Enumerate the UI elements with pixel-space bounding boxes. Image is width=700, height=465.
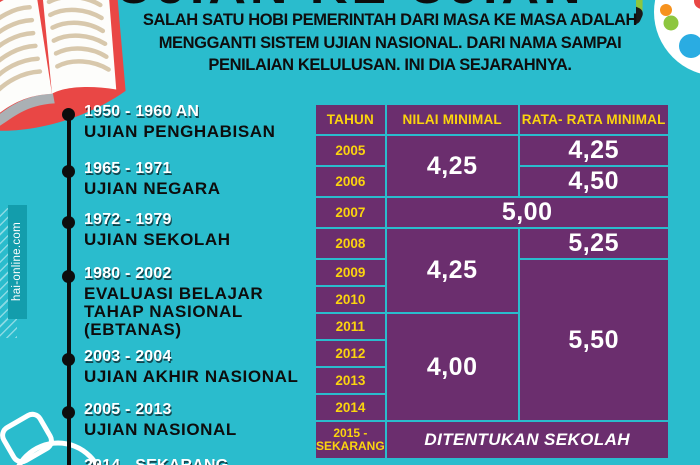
table-row: 2014 xyxy=(314,393,669,422)
palette-dot-green xyxy=(663,15,679,31)
timeline-item: 2014 - SEKARANG xyxy=(84,457,302,465)
value-cell: DITENTUKAN SEKOLAH xyxy=(384,420,670,460)
palette-dot-red xyxy=(694,0,700,9)
table-row: 2005 4,25 4,25 xyxy=(314,134,670,198)
value-cell: 5,50 xyxy=(517,258,670,422)
timeline-item: 2003 - 2004 UJIAN AKHIR NASIONAL xyxy=(84,348,302,386)
table-header-row: TAHUN NILAI MINIMAL RATA- RATA MINIMAL xyxy=(314,103,670,136)
timeline-item: 1980 - 2002 EVALUASI BELAJAR TAHAP NASIO… xyxy=(84,265,284,339)
table-row: 2013 xyxy=(314,366,669,395)
timeline-dot xyxy=(62,216,75,229)
timeline-name: UJIAN NASIONAL xyxy=(84,420,237,439)
table-row: 2012 xyxy=(314,339,669,368)
palette-dot-orange xyxy=(660,4,672,16)
timeline-item: 1965 - 1971 UJIAN NEGARA xyxy=(84,160,302,198)
timeline-years: 1965 - 1971 xyxy=(84,160,172,177)
timeline-years: 1972 - 1979 xyxy=(84,211,172,228)
value-cell: 4,25 xyxy=(517,134,670,167)
year-cell: 2011 xyxy=(314,312,387,341)
value-cell: 4,50 xyxy=(517,165,670,198)
value-cell: 5,25 xyxy=(517,227,670,260)
table-row: 2011 4,00 xyxy=(314,312,669,422)
exam-score-table: TAHUN NILAI MINIMAL RATA- RATA MINIMAL 2… xyxy=(314,103,670,460)
value-cell: 4,25 xyxy=(384,134,520,198)
timeline-name: UJIAN NEGARA xyxy=(84,179,221,198)
timeline-dot xyxy=(62,406,75,419)
header-tahun: TAHUN xyxy=(314,103,387,136)
timeline-name: UJIAN PENGHABISAN xyxy=(84,122,276,141)
year-line-2: SEKARANG xyxy=(316,439,385,453)
paint-palette-illustration xyxy=(636,0,700,74)
year-cell: 2013 xyxy=(314,366,387,395)
intro-line-2: MENGGANTI SISTEM UJIAN NASIONAL. DARI NA… xyxy=(158,33,622,52)
year-cell: 2010 xyxy=(314,285,387,314)
open-book-illustration xyxy=(0,0,126,131)
year-cell: 2015 - SEKARANG xyxy=(314,420,387,460)
timeline-years: 2005 - 2013 xyxy=(84,401,172,418)
timeline-dot xyxy=(62,270,75,283)
timeline-item: 2005 - 2013 UJIAN NASIONAL xyxy=(84,401,302,439)
intro-line-3: PENILAIAN KELULUSAN. INI DIA SEJARAHNYA. xyxy=(208,56,572,74)
year-cell: 2012 xyxy=(314,339,387,368)
intro-line-1: SALAH SATU HOBI PEMERINTAH DARI MASA KE … xyxy=(142,11,638,29)
table-row: 2009 5,50 xyxy=(314,258,670,422)
year-cell: 2009 xyxy=(314,258,387,287)
year-cell: 2008 xyxy=(314,227,387,260)
timeline-name: UJIAN SEKOLAH xyxy=(84,230,231,249)
header-rata-rata-minimal: RATA- RATA MINIMAL xyxy=(517,103,670,136)
intro-text: SALAH SATU HOBI PEMERINTAH DARI MASA KE … xyxy=(80,9,700,77)
timeline-dot xyxy=(62,108,75,121)
timeline-name: EVALUASI BELAJAR TAHAP NASIONAL (EBTANAS… xyxy=(84,284,264,339)
timeline-years: 2014 - SEKARANG xyxy=(84,457,302,465)
year-cell: 2014 xyxy=(314,393,387,422)
timeline-dot xyxy=(62,165,75,178)
timeline-years: 1980 - 2002 xyxy=(84,265,172,282)
year-line-1: 2015 - xyxy=(333,426,368,440)
header-nilai-minimal: NILAI MINIMAL xyxy=(384,103,520,136)
timeline-name: UJIAN AKHIR NASIONAL xyxy=(84,367,299,386)
paintbrush-icon xyxy=(636,0,643,25)
clipped-title: UJIAN KE UJIAN xyxy=(0,0,700,12)
timeline-years: 1950 - 1960 AN xyxy=(84,103,200,120)
timeline-line xyxy=(67,112,71,465)
table-row: 2015 - SEKARANG DITENTUKAN SEKOLAH xyxy=(314,420,670,460)
timeline-dot xyxy=(62,353,75,366)
year-cell: 2005 xyxy=(314,134,387,167)
timeline-item: 1950 - 1960 AN UJIAN PENGHABISAN xyxy=(84,103,302,141)
palette-dot-blue xyxy=(679,34,700,58)
year-cell: 2006 xyxy=(314,165,387,198)
table-row: 2008 4,25 5,25 xyxy=(314,227,670,314)
value-cell: 4,00 xyxy=(384,312,520,422)
value-cell: 4,25 xyxy=(384,227,520,314)
timeline-years: 2003 - 2004 xyxy=(84,348,172,365)
table-row: 2010 xyxy=(314,285,669,314)
flask-outline-decoration xyxy=(0,411,100,465)
table-row: 2007 5,00 xyxy=(314,196,670,229)
year-cell: 2007 xyxy=(314,196,387,229)
value-cell: 5,00 xyxy=(384,196,670,229)
watermark-site-badge: hai-online.com xyxy=(8,205,27,319)
table-row: 2006 4,50 xyxy=(314,165,670,198)
timeline-item: 1972 - 1979 UJIAN SEKOLAH xyxy=(84,211,302,249)
